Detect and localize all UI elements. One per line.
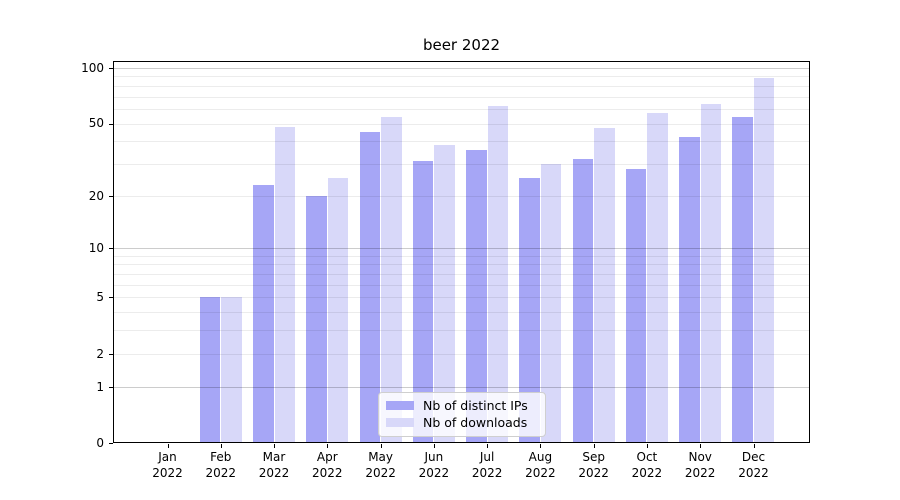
bar-distinct-ips — [625, 169, 647, 443]
bar-downloads — [700, 103, 722, 443]
bar-downloads — [594, 128, 615, 443]
x-tick-label: Sep 2022 — [578, 450, 609, 480]
legend-entry-distinct-ips: Nb of distinct IPs — [386, 397, 537, 414]
legend: Nb of distinct IPs Nb of downloads — [378, 392, 546, 437]
x-tick-label: Nov 2022 — [684, 450, 716, 480]
bar-distinct-ips — [679, 137, 700, 443]
y-tick-mark — [109, 123, 113, 125]
legend-swatch-downloads — [386, 418, 414, 427]
x-tick-mark — [433, 444, 435, 448]
y-tick-mark — [109, 297, 113, 299]
gridline — [113, 85, 810, 87]
y-tick-label: 100 — [81, 60, 104, 75]
x-tick-label: Jan 2022 — [152, 450, 183, 480]
chart-title: beer 2022 — [422, 36, 501, 54]
x-tick-mark — [753, 444, 755, 448]
bar-downloads — [647, 113, 668, 443]
x-tick-label: Aug 2022 — [525, 450, 556, 480]
bar-distinct-ips — [253, 184, 274, 443]
x-tick-mark — [327, 444, 329, 448]
bar-downloads — [487, 106, 509, 443]
y-tick-label: 20 — [88, 188, 104, 203]
gridline — [113, 96, 810, 98]
y-tick-label: 0 — [96, 436, 104, 450]
x-tick-label: Jun 2022 — [418, 450, 450, 480]
bar-distinct-ips — [572, 158, 594, 443]
x-tick-mark — [487, 444, 489, 448]
bar-distinct-ips — [359, 131, 381, 443]
x-tick-label: Oct 2022 — [631, 450, 663, 480]
bar-distinct-ips — [199, 297, 221, 443]
gridline — [113, 67, 810, 69]
x-tick-label: May 2022 — [365, 450, 396, 480]
y-tick-mark — [109, 248, 113, 250]
bar-downloads — [753, 78, 775, 443]
x-tick-label: Dec 2022 — [738, 450, 769, 480]
y-tick-label: 1 — [96, 379, 104, 394]
bar-downloads — [327, 178, 349, 443]
bar-distinct-ips — [732, 117, 753, 443]
legend-swatch-distinct-ips — [386, 401, 414, 410]
x-tick-label: Feb 2022 — [205, 450, 237, 480]
x-tick-mark — [646, 444, 648, 448]
y-tick-mark — [109, 353, 113, 355]
bar-distinct-ips — [306, 195, 327, 443]
legend-entry-downloads: Nb of downloads — [386, 414, 537, 431]
bar-downloads — [381, 117, 402, 443]
y-tick-mark — [109, 67, 113, 69]
y-tick-label: 10 — [88, 241, 104, 256]
y-tick-mark — [109, 195, 113, 197]
x-tick-label: Mar 2022 — [258, 450, 290, 480]
bar-downloads — [540, 163, 562, 443]
y-tick-label: 50 — [88, 116, 104, 131]
y-tick-label: 5 — [96, 290, 104, 305]
legend-label-distinct-ips: Nb of distinct IPs — [423, 398, 528, 413]
x-tick-label: Jul 2022 — [471, 450, 503, 480]
x-tick-mark — [220, 444, 222, 448]
y-tick-label: 2 — [96, 346, 104, 361]
x-tick-mark — [274, 444, 275, 448]
bar-distinct-ips — [412, 161, 434, 443]
legend-label-downloads: Nb of downloads — [423, 415, 528, 430]
x-tick-label: Apr 2022 — [312, 450, 343, 480]
bar-downloads — [434, 145, 455, 443]
bar-downloads — [274, 126, 296, 443]
y-tick-mark — [109, 443, 113, 444]
bar-distinct-ips — [466, 149, 487, 443]
x-tick-mark — [593, 444, 595, 448]
x-tick-mark — [380, 444, 382, 448]
gridline — [113, 76, 810, 78]
bar-distinct-ips — [519, 178, 540, 443]
x-tick-mark — [700, 444, 702, 448]
x-tick-mark — [540, 444, 542, 448]
plot-area — [113, 61, 810, 443]
bar-downloads — [221, 297, 242, 443]
x-tick-mark — [167, 444, 169, 448]
y-tick-mark — [109, 386, 113, 388]
